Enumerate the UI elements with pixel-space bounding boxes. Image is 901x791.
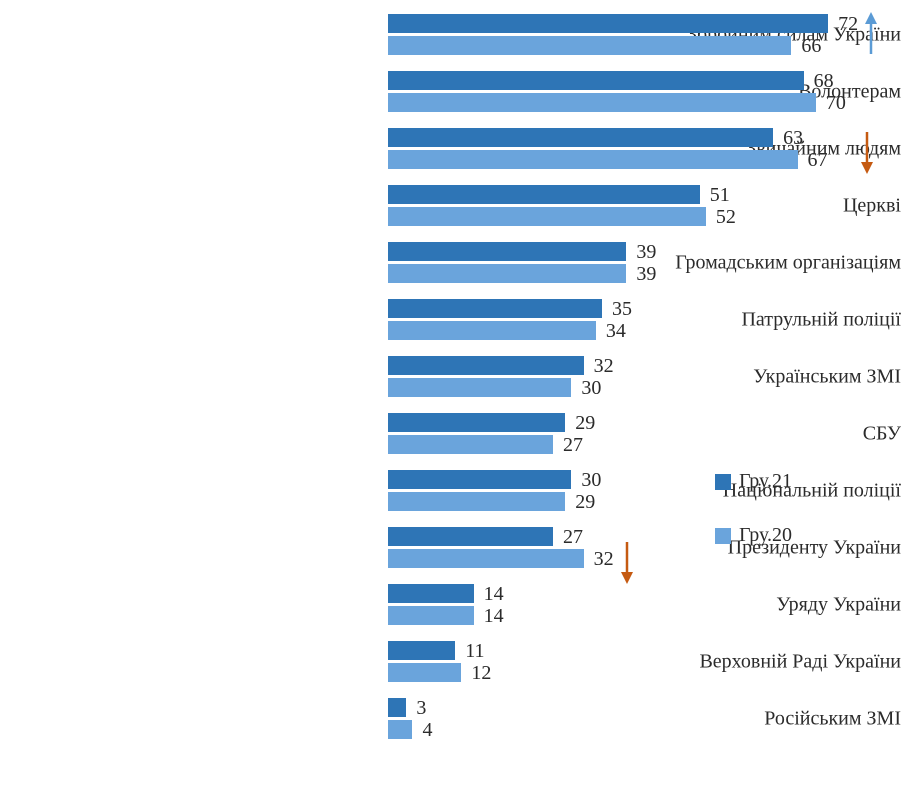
trust-bar-chart: Збройним силам України7266Волонтерам6870… [0, 0, 901, 791]
bar-gru20 [388, 150, 798, 169]
chart-row: Верховній Раді України 1112 [0, 641, 901, 682]
value-label: 27 [563, 434, 583, 457]
bar-gru20 [388, 207, 706, 226]
bar-gru20 [388, 549, 584, 568]
value-label: 12 [471, 662, 491, 685]
bar-gru21 [388, 641, 455, 660]
value-label: 35 [612, 298, 632, 321]
value-label: 70 [826, 92, 846, 115]
bar-gru20 [388, 492, 565, 511]
bar-gru21 [388, 71, 804, 90]
bar-gru20 [388, 36, 791, 55]
value-label: 39 [636, 263, 656, 286]
bar-gru20 [388, 606, 474, 625]
value-label: 4 [422, 719, 432, 742]
chart-row: Волонтерам6870 [0, 71, 901, 112]
bar-gru21 [388, 413, 565, 432]
legend-label: Гру.21 [739, 470, 792, 493]
chart-row: Церкві5152 [0, 185, 901, 226]
value-label: 3 [416, 697, 426, 720]
category-label: Російським ЗМІ [521, 707, 901, 730]
value-label: 34 [606, 320, 626, 343]
value-label: 32 [594, 548, 614, 571]
value-label: 14 [484, 605, 504, 628]
legend-label: Гру.20 [739, 524, 792, 547]
chart-row: СБУ2927 [0, 413, 901, 454]
legend-swatch [715, 474, 731, 490]
bar-gru21 [388, 299, 602, 318]
bar-gru20 [388, 321, 596, 340]
bar-gru20 [388, 435, 553, 454]
bar-gru20 [388, 264, 626, 283]
chart-row: Українським ЗМІ3230 [0, 356, 901, 397]
category-label: Верховній Раді України [521, 650, 901, 673]
value-label: 63 [783, 127, 803, 150]
bar-gru21 [388, 128, 773, 147]
arrow-up-icon [862, 12, 880, 54]
value-label: 68 [814, 70, 834, 93]
value-label: 39 [636, 241, 656, 264]
chart-row: Патрульній поліції3534 [0, 299, 901, 340]
arrow-down-icon [618, 542, 636, 584]
chart-row: Уряду України 1414 [0, 584, 901, 625]
value-label: 51 [710, 184, 730, 207]
bar-gru21 [388, 14, 828, 33]
chart-row: Російським ЗМІ 34 [0, 698, 901, 739]
value-label: 30 [581, 469, 601, 492]
category-label: Уряду України [521, 593, 901, 616]
value-label: 66 [801, 35, 821, 58]
legend-item: Гру.21 [715, 470, 792, 493]
value-label: 52 [716, 206, 736, 229]
bar-gru20 [388, 93, 816, 112]
value-label: 30 [581, 377, 601, 400]
chart-row: Звичайним людям6367 [0, 128, 901, 169]
value-label: 14 [484, 583, 504, 606]
legend-swatch [715, 528, 731, 544]
bar-gru21 [388, 527, 553, 546]
value-label: 32 [594, 355, 614, 378]
legend-item: Гру.20 [715, 524, 792, 547]
value-label: 72 [838, 13, 858, 36]
bar-gru21 [388, 356, 584, 375]
bar-gru21 [388, 470, 571, 489]
chart-row: Збройним силам України7266 [0, 14, 901, 55]
bar-gru21 [388, 185, 700, 204]
bar-gru20 [388, 378, 571, 397]
bar-gru20 [388, 720, 412, 739]
value-label: 29 [575, 412, 595, 435]
arrow-down-icon [858, 132, 876, 174]
bar-gru21 [388, 242, 626, 261]
value-label: 27 [563, 526, 583, 549]
chart-row: Громадським організаціям3939 [0, 242, 901, 283]
value-label: 29 [575, 491, 595, 514]
bar-gru21 [388, 584, 474, 603]
value-label: 11 [465, 640, 484, 663]
value-label: 67 [808, 149, 828, 172]
bar-gru20 [388, 663, 461, 682]
bar-gru21 [388, 698, 406, 717]
